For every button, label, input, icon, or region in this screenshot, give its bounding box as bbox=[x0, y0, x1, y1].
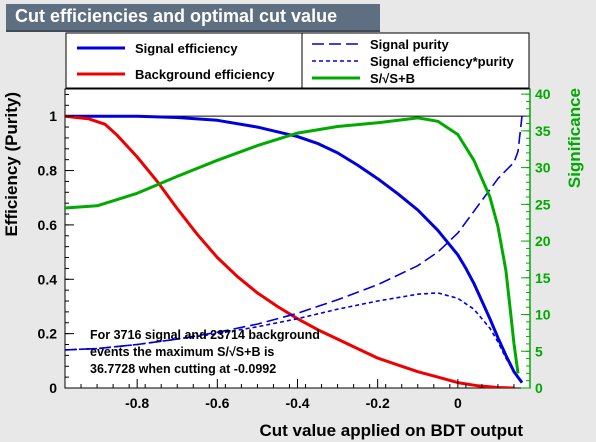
series-line-3 bbox=[65, 292, 523, 384]
legend-label: Signal purity bbox=[370, 37, 450, 52]
series-line-0 bbox=[65, 114, 524, 384]
annotation-line-2: events the maximum S/√S+B is bbox=[90, 345, 274, 359]
y2-tick-label: 5 bbox=[535, 343, 543, 359]
y2-tick-label: 10 bbox=[535, 307, 551, 323]
annotation: For 3716 signal and 23714 background eve… bbox=[90, 328, 320, 376]
y-tick-label: 1 bbox=[49, 108, 57, 124]
y-tick-label: 0.8 bbox=[38, 163, 58, 179]
y-tick-label: 0.4 bbox=[38, 271, 58, 287]
legend-label: Signal efficiency bbox=[135, 41, 238, 56]
legend-label: S/√S+B bbox=[370, 71, 415, 86]
y-tick-label: 0.2 bbox=[38, 326, 58, 342]
chart-title: Cut efficiencies and optimal cut value bbox=[15, 6, 338, 26]
legend-box bbox=[65, 32, 530, 89]
legend: Signal efficiency Background efficiency Si… bbox=[65, 32, 530, 89]
y2-tick-label: 30 bbox=[535, 160, 551, 176]
x-tick-label: -0.4 bbox=[285, 395, 309, 411]
legend-label: Signal efficiency*purity bbox=[370, 54, 515, 69]
x-tick-label: -0.2 bbox=[366, 395, 390, 411]
x-tick-label: -0.6 bbox=[205, 395, 229, 411]
x-axis-label: Cut value applied on BDT output bbox=[260, 421, 524, 440]
legend-label: Background efficiency bbox=[135, 67, 275, 82]
y2-tick-label: 25 bbox=[535, 196, 551, 212]
annotation-line-3: 36.7728 when cutting at -0.0992 bbox=[90, 362, 276, 376]
y2-tick-label: 40 bbox=[535, 86, 551, 102]
y-tick-label: 0 bbox=[49, 380, 57, 396]
y-tick-label: 0.6 bbox=[38, 217, 58, 233]
x-tick-label: -0.8 bbox=[125, 395, 149, 411]
chart-title-bar: Cut efficiencies and optimal cut value bbox=[6, 4, 380, 32]
y2-tick-label: 35 bbox=[535, 123, 551, 139]
y2-axis-label: Significance bbox=[565, 88, 584, 188]
annotation-line-1: For 3716 signal and 23714 background bbox=[90, 328, 320, 342]
x-tick-label: 0 bbox=[454, 395, 462, 411]
series-line-4 bbox=[65, 116, 520, 374]
y2-tick-label: 15 bbox=[535, 270, 551, 286]
y2-tick-label: 0 bbox=[535, 380, 543, 396]
y-axis-label: Efficiency (Purity) bbox=[2, 92, 21, 237]
series-line-1 bbox=[65, 114, 515, 388]
y2-tick-label: 20 bbox=[535, 233, 551, 249]
